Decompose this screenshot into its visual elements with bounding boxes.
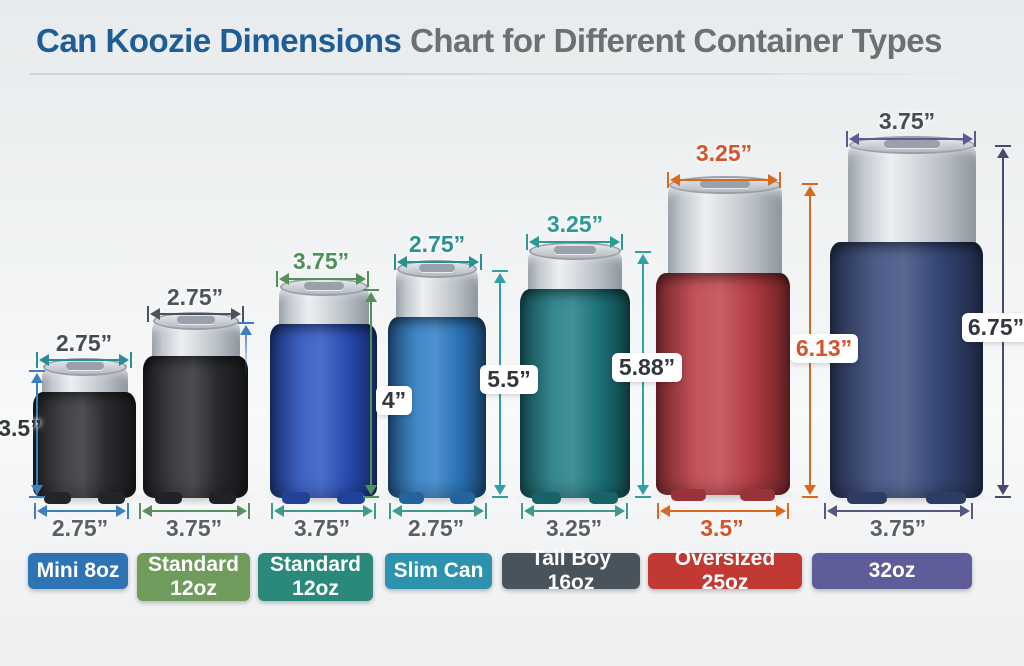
bottom-width-label: 3.75”	[165, 515, 223, 541]
bottom-width-label: 3.25”	[545, 515, 603, 541]
koozie-foot	[398, 492, 425, 504]
koozie-illustration	[520, 289, 630, 504]
koozie-foot	[281, 492, 310, 504]
type-badge: Slim Can	[385, 553, 492, 589]
type-badge-label-2: 12oz	[292, 577, 339, 600]
type-badge: Standard 12oz	[258, 553, 373, 601]
type-badge: Mini 8oz	[28, 553, 128, 589]
koozie-illustration	[33, 392, 136, 504]
koozie-foot	[589, 492, 618, 504]
koozie-illustration	[143, 356, 248, 504]
bottom-width-label: 2.75”	[51, 515, 109, 541]
height-label: 5.5”	[480, 365, 538, 394]
koozie-foot	[449, 492, 476, 504]
type-badge-label: Oversized 25oz	[674, 547, 776, 594]
koozie-illustration	[656, 273, 790, 501]
bottom-width-arrow	[824, 503, 973, 519]
height-arrow	[363, 289, 379, 498]
type-badge: Oversized 25oz	[648, 547, 802, 594]
type-badge-label: Slim Can	[393, 559, 484, 583]
koozie-foot	[740, 489, 776, 501]
top-width-arrow	[276, 271, 369, 287]
top-width-label: 2.75”	[408, 231, 466, 257]
bottom-width-arrow	[139, 503, 250, 519]
height-label: 4”	[376, 386, 412, 415]
height-arrow	[29, 370, 45, 498]
top-width-label: 2.75”	[55, 330, 113, 356]
height-label: 3.5”	[0, 415, 42, 441]
top-width-label: 2.75”	[166, 284, 224, 310]
type-badge: Tall Boy 16oz	[502, 547, 640, 594]
type-badge-label: Tall Boy 16oz	[530, 547, 612, 594]
koozie-illustration	[830, 242, 983, 504]
bottom-width-arrow	[389, 503, 487, 519]
top-width-arrow	[667, 172, 781, 188]
top-width-arrow	[526, 234, 623, 250]
top-width-label: 3.25”	[695, 140, 753, 166]
koozie-foot	[97, 492, 125, 504]
bottom-width-arrow	[521, 503, 628, 519]
bottom-width-label: 2.75”	[407, 515, 465, 541]
type-badge-label-2: 12oz	[170, 577, 217, 600]
bottom-width-arrow	[34, 503, 129, 519]
top-width-label: 3.75”	[878, 108, 936, 134]
title-divider	[30, 73, 994, 75]
bottom-width-label: 3.5”	[700, 515, 744, 541]
height-label: 5.88”	[612, 353, 682, 382]
type-badge-label: Standard	[269, 553, 361, 577]
top-width-arrow	[147, 306, 244, 322]
type-badge-label: Mini 8oz	[36, 559, 120, 583]
height-arrow	[238, 322, 254, 380]
type-badge-label: 32oz	[868, 559, 916, 583]
koozie-foot	[846, 492, 887, 504]
page-title: Can Koozie Dimensions Chart for Differen…	[36, 22, 943, 60]
page-title-primary: Can Koozie Dimensions	[36, 22, 402, 59]
bottom-width-arrow	[657, 503, 789, 519]
type-badge: Standard 12oz	[137, 553, 250, 601]
bottom-width-label: 3.75”	[869, 515, 927, 541]
koozie-foot	[670, 489, 706, 501]
koozie-foot	[44, 492, 72, 504]
koozie-foot	[209, 492, 237, 504]
height-label: 6.75”	[962, 313, 1024, 342]
type-badge-label: Standard	[147, 553, 239, 577]
bottom-width-arrow	[271, 503, 376, 519]
koozie-foot	[337, 492, 366, 504]
top-width-arrow	[394, 254, 482, 270]
top-width-arrow	[846, 131, 976, 147]
koozie-foot	[926, 492, 967, 504]
top-width-label: 3.25”	[546, 211, 604, 237]
top-width-label: 3.75”	[292, 248, 350, 274]
type-badge: 32oz	[812, 553, 972, 589]
koozie-illustration	[270, 324, 377, 504]
page-title-secondary: Chart for Different Container Types	[410, 22, 943, 59]
koozie-foot	[532, 492, 561, 504]
bottom-width-label: 3.75”	[293, 515, 351, 541]
height-label: 6.13”	[790, 334, 858, 363]
koozie-foot	[154, 492, 182, 504]
top-width-arrow	[36, 352, 132, 368]
